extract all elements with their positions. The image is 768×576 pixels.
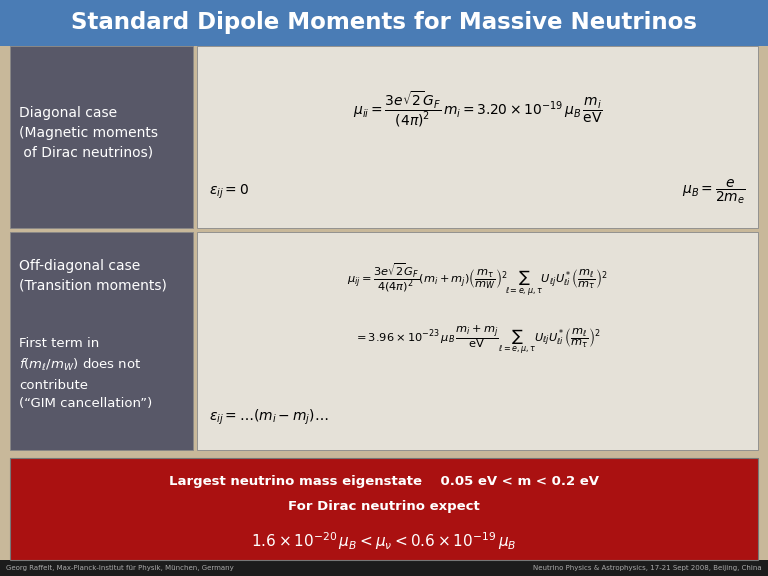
Text: $\varepsilon_{ij} = 0$: $\varepsilon_{ij} = 0$ <box>209 183 249 201</box>
FancyBboxPatch shape <box>10 458 758 560</box>
Text: Off-diagonal case
(Transition moments): Off-diagonal case (Transition moments) <box>19 259 167 293</box>
Text: $= 3.96 \times 10^{-23}\, \mu_B\, \dfrac{m_i+m_j}{\mathrm{eV}} \sum_{\ell=e,\mu,: $= 3.96 \times 10^{-23}\, \mu_B\, \dfrac… <box>354 325 601 357</box>
Text: $\mu_{ii} = \dfrac{3e\sqrt{2}G_F}{(4\pi)^2}\, m_i = 3.20 \times 10^{-19}\, \mu_B: $\mu_{ii} = \dfrac{3e\sqrt{2}G_F}{(4\pi)… <box>353 90 602 129</box>
Text: Diagonal case
(Magnetic moments
 of Dirac neutrinos): Diagonal case (Magnetic moments of Dirac… <box>19 107 158 160</box>
FancyBboxPatch shape <box>10 232 193 450</box>
Text: Georg Raffelt, Max-Planck-Institut für Physik, München, Germany: Georg Raffelt, Max-Planck-Institut für P… <box>6 565 233 571</box>
Text: $\mu_B = \dfrac{e}{2m_e}$: $\mu_B = \dfrac{e}{2m_e}$ <box>682 177 746 206</box>
Text: Largest neutrino mass eigenstate    0.05 eV < m < 0.2 eV: Largest neutrino mass eigenstate 0.05 eV… <box>169 475 599 488</box>
FancyBboxPatch shape <box>10 46 193 228</box>
Text: Standard Dipole Moments for Massive Neutrinos: Standard Dipole Moments for Massive Neut… <box>71 12 697 35</box>
Text: $1.6 \times 10^{-20}\, \mu_B < \mu_\nu < 0.6 \times 10^{-19}\, \mu_B$: $1.6 \times 10^{-20}\, \mu_B < \mu_\nu <… <box>251 531 517 552</box>
Text: $\mu_{ij} = \dfrac{3e\sqrt{2}G_F}{4(4\pi)^2}(m_i+m_j)\left(\dfrac{m_\tau}{m_W}\r: $\mu_{ij} = \dfrac{3e\sqrt{2}G_F}{4(4\pi… <box>347 262 607 298</box>
Text: Neutrino Physics & Astrophysics, 17-21 Sept 2008, Beijing, China: Neutrino Physics & Astrophysics, 17-21 S… <box>533 565 762 571</box>
FancyBboxPatch shape <box>0 0 768 46</box>
Text: $\varepsilon_{ij} = \ldots (m_i - m_j) \ldots$: $\varepsilon_{ij} = \ldots (m_i - m_j) \… <box>209 408 329 427</box>
FancyBboxPatch shape <box>0 560 768 576</box>
FancyBboxPatch shape <box>197 46 758 228</box>
Text: For Dirac neutrino expect: For Dirac neutrino expect <box>288 501 480 513</box>
Text: First term in
$f(m_\ell/m_W)$ does not
contribute
(“GIM cancellation”): First term in $f(m_\ell/m_W)$ does not c… <box>19 338 152 410</box>
FancyBboxPatch shape <box>197 232 758 450</box>
